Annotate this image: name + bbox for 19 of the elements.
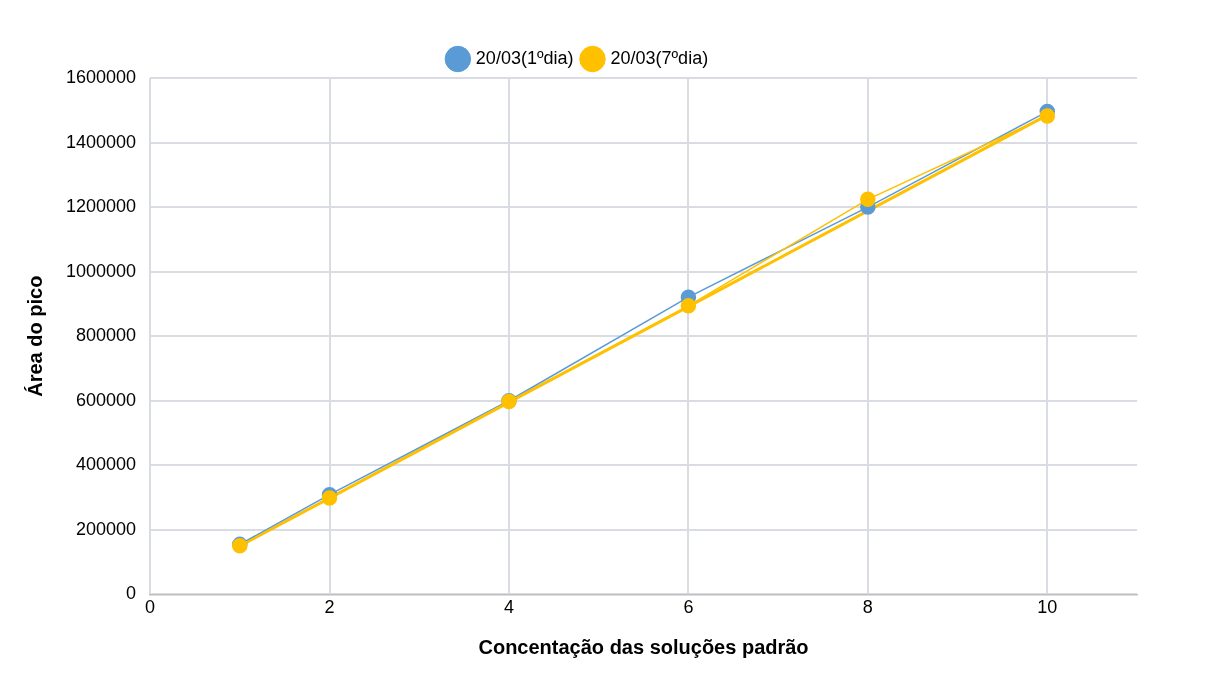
- x-axis-title: Concentação das soluções padrão: [478, 635, 809, 658]
- y-tick-label: 400000: [76, 454, 137, 475]
- y-tick-label: 600000: [76, 389, 137, 410]
- x-tick-label: 0: [145, 597, 156, 618]
- y-tick-label: 200000: [76, 518, 137, 539]
- legend-label: 20/03(1ºdia): [475, 47, 574, 68]
- y-tick-label: 1400000: [66, 131, 137, 152]
- y-tick-label: 800000: [76, 325, 137, 346]
- y-axis-title: Área do pico: [23, 275, 46, 397]
- x-tick-label: 2: [324, 597, 335, 618]
- x-tick-label: 6: [683, 597, 694, 618]
- x-tick-label: 8: [862, 597, 873, 618]
- x-tick-label: 4: [503, 597, 514, 618]
- y-tick-label: 1200000: [66, 196, 137, 217]
- y-tick-label: 1600000: [66, 66, 137, 87]
- x-tick-label: 10: [1037, 597, 1058, 618]
- legend-label: 20/03(7ºdia): [610, 47, 709, 68]
- y-tick-label: 0: [126, 583, 137, 604]
- y-tick-label: 1000000: [66, 260, 137, 281]
